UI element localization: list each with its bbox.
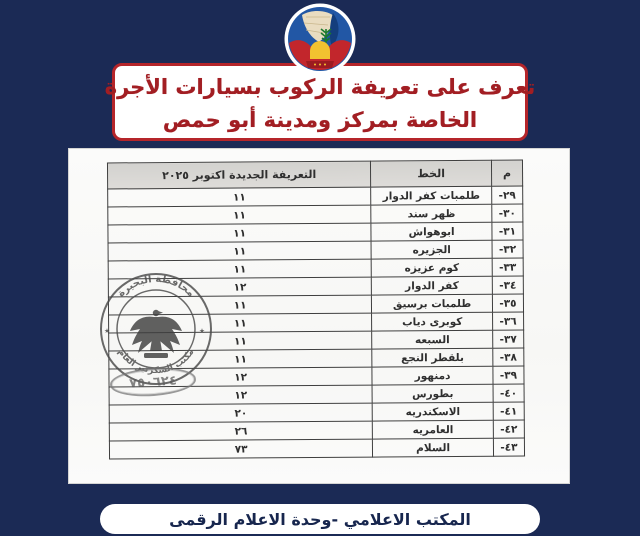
headline-banner: تعرف على تعريفة الركوب بسيارات الأجرة ال… bbox=[105, 63, 535, 141]
stamp-top-text: محافظة البحيرة bbox=[116, 274, 197, 299]
cell-fare: ٧٣ bbox=[109, 439, 373, 459]
cell-index: ٣٠- bbox=[491, 204, 523, 223]
cell-index: ٣٤- bbox=[492, 276, 524, 295]
logo-emblem-icon bbox=[284, 3, 356, 75]
cell-route: السلام bbox=[372, 438, 494, 458]
cell-index: ٣٥- bbox=[492, 294, 524, 313]
eagle-icon bbox=[130, 309, 182, 358]
headline-line2: الخاصة بمركز ومدينة أبو حمص bbox=[162, 108, 478, 132]
cell-route: ابوهواش bbox=[371, 222, 493, 242]
footer-text: المكتب الاعلامي -وحدة الاعلام الرقمى bbox=[169, 509, 471, 529]
cell-route: العامريه bbox=[372, 420, 494, 440]
cell-index: ٣١- bbox=[491, 222, 524, 241]
cell-index: ٤٠- bbox=[493, 384, 525, 403]
table-row: ٤٣- السلام ٧٣ bbox=[109, 438, 525, 459]
cell-index: ٣٣- bbox=[492, 258, 524, 277]
cell-fare: ٢٠ bbox=[109, 403, 373, 423]
cell-index: ٣٢- bbox=[492, 240, 524, 259]
header-index: م bbox=[491, 160, 523, 187]
cell-route: الاسكندريه bbox=[372, 402, 494, 422]
cell-route: السبعه bbox=[371, 330, 493, 350]
cell-index: ٤١- bbox=[493, 402, 525, 421]
cell-route: كوم عزيزه bbox=[371, 258, 493, 278]
cell-route: طلمبات كفر الدوار bbox=[370, 186, 492, 206]
cell-route: الجزيره bbox=[371, 240, 493, 260]
cell-route: كوبرى دياب bbox=[371, 312, 493, 332]
cell-index: ٣٩- bbox=[492, 366, 525, 385]
cell-route: بلقطر النجع bbox=[372, 348, 493, 368]
cell-route: بطورس bbox=[372, 384, 494, 404]
official-round-stamp: محافظة البحيرة مكتب السكرتير العام ٭ ٭ bbox=[100, 273, 212, 385]
cell-route: طلمبات برسيق bbox=[371, 294, 493, 314]
stamp-ornament-left: ٭ bbox=[104, 324, 110, 337]
cell-index: ٣٧- bbox=[492, 330, 524, 349]
cell-fare: ١١ bbox=[107, 187, 372, 207]
cell-index: ٢٩- bbox=[491, 186, 523, 205]
cell-route: دمنهور bbox=[372, 366, 494, 386]
cell-fare: ١١ bbox=[107, 205, 372, 225]
footer-banner: المكتب الاعلامي -وحدة الاعلام الرقمى bbox=[100, 504, 540, 534]
headline-line1: تعرف على تعريفة الركوب بسيارات الأجرة bbox=[104, 75, 536, 99]
cell-index: ٣٨- bbox=[492, 348, 524, 367]
cell-index: ٣٦- bbox=[492, 312, 524, 331]
cell-route: كفر الدوار bbox=[371, 276, 493, 296]
cell-fare: ١١ bbox=[107, 223, 372, 243]
cell-fare: ٢٦ bbox=[109, 421, 373, 441]
svg-text:محافظة البحيرة: محافظة البحيرة bbox=[116, 274, 197, 299]
header-route: الخط bbox=[370, 160, 492, 188]
stamp-ornament-right: ٭ bbox=[199, 324, 205, 337]
table-header-row: م الخط التعريفة الجديدة اكتوبر ٢٠٢٥ bbox=[107, 160, 523, 189]
cell-index: ٤٢- bbox=[493, 420, 525, 439]
cell-route: ظهر سند bbox=[371, 204, 492, 224]
cell-index: ٤٣- bbox=[493, 438, 525, 457]
beheira-governorate-logo bbox=[284, 3, 356, 75]
header-fare: التعريفة الجديدة اكتوبر ٢٠٢٥ bbox=[107, 161, 371, 189]
scanned-document: م الخط التعريفة الجديدة اكتوبر ٢٠٢٥ ٢٩- ط… bbox=[68, 148, 570, 484]
cell-fare: ١١ bbox=[108, 241, 372, 261]
